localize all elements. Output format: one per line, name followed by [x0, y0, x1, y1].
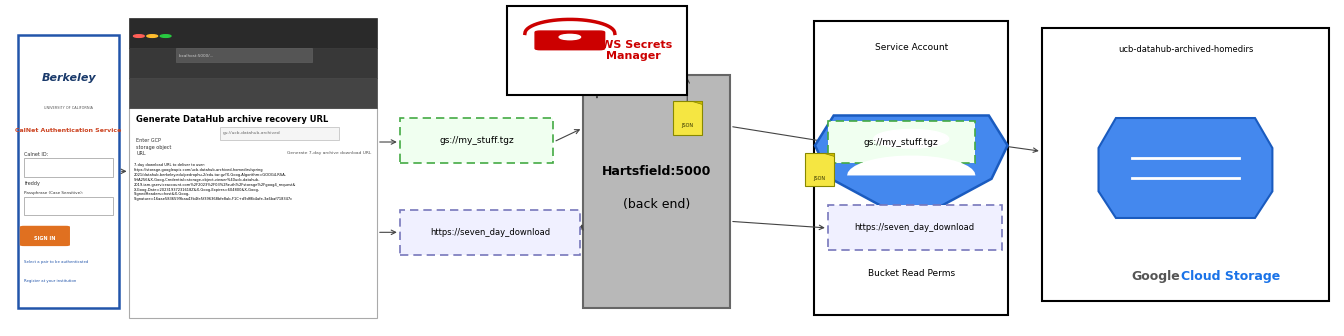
FancyBboxPatch shape	[535, 31, 605, 50]
Text: Hartsfield:5000: Hartsfield:5000	[602, 165, 711, 178]
Text: ucb-datahub-archived-homedirs: ucb-datahub-archived-homedirs	[1118, 45, 1253, 54]
Polygon shape	[1098, 118, 1273, 218]
Text: 7-day download URL to deliver to user:
https://storage.googleapis.com/ucb-datahu: 7-day download URL to deliver to user: h…	[133, 163, 296, 201]
Text: Calnet ID:: Calnet ID:	[24, 153, 48, 158]
Text: Bucket Read Perms: Bucket Read Perms	[868, 269, 954, 278]
Text: CalNet Authentication Service: CalNet Authentication Service	[15, 128, 122, 133]
Text: gs://my_stuff.tgz: gs://my_stuff.tgz	[864, 138, 938, 147]
FancyBboxPatch shape	[399, 118, 554, 163]
Text: JSON: JSON	[813, 176, 825, 181]
Circle shape	[160, 35, 171, 37]
Text: https://seven_day_download: https://seven_day_download	[855, 223, 974, 232]
Polygon shape	[847, 156, 976, 175]
Text: Select a pair to be authenticated: Select a pair to be authenticated	[24, 259, 89, 263]
Text: https://seven_day_download: https://seven_day_download	[430, 228, 550, 237]
Text: Passphrase (Case Sensitive):: Passphrase (Case Sensitive):	[24, 191, 83, 195]
Text: Google: Google	[1132, 270, 1180, 283]
FancyBboxPatch shape	[20, 226, 70, 246]
FancyBboxPatch shape	[672, 101, 702, 135]
Text: localhost:5000/...: localhost:5000/...	[179, 53, 214, 57]
FancyBboxPatch shape	[1042, 28, 1329, 301]
Text: UNIVERSITY OF CALIFORNIA: UNIVERSITY OF CALIFORNIA	[44, 107, 93, 111]
Text: gs://ucb-datahub-archived: gs://ucb-datahub-archived	[223, 131, 281, 135]
Text: Register at your institution: Register at your institution	[24, 279, 77, 283]
Polygon shape	[814, 116, 1008, 222]
Text: JSON: JSON	[681, 123, 694, 128]
Text: freddy: freddy	[26, 181, 42, 186]
FancyBboxPatch shape	[583, 75, 730, 308]
Polygon shape	[692, 101, 702, 104]
FancyBboxPatch shape	[19, 35, 118, 308]
FancyBboxPatch shape	[220, 127, 339, 140]
FancyBboxPatch shape	[814, 22, 1008, 314]
FancyBboxPatch shape	[24, 159, 113, 177]
FancyBboxPatch shape	[828, 205, 1001, 250]
Polygon shape	[824, 153, 835, 156]
Text: Generate DataHub archive recovery URL: Generate DataHub archive recovery URL	[136, 115, 328, 124]
Text: Generate 7-day archive download URL: Generate 7-day archive download URL	[288, 151, 371, 155]
FancyBboxPatch shape	[24, 197, 113, 215]
FancyBboxPatch shape	[129, 108, 376, 318]
FancyBboxPatch shape	[507, 6, 687, 95]
Circle shape	[874, 129, 949, 148]
Text: (back end): (back end)	[622, 198, 689, 211]
Text: Cloud Storage: Cloud Storage	[1181, 270, 1281, 283]
Text: Enter GCP
storage object
URL: Enter GCP storage object URL	[136, 138, 172, 156]
FancyBboxPatch shape	[129, 18, 376, 48]
Text: SIGN IN: SIGN IN	[34, 236, 55, 241]
Text: AWS Secrets
Manager: AWS Secrets Manager	[594, 40, 673, 61]
FancyBboxPatch shape	[399, 210, 581, 255]
FancyBboxPatch shape	[129, 78, 376, 108]
Text: Service Account: Service Account	[875, 43, 948, 52]
Circle shape	[559, 34, 581, 40]
FancyBboxPatch shape	[805, 153, 835, 186]
Circle shape	[133, 35, 144, 37]
Text: Berkeley: Berkeley	[42, 74, 95, 83]
FancyBboxPatch shape	[176, 48, 312, 61]
FancyBboxPatch shape	[129, 48, 376, 78]
FancyBboxPatch shape	[828, 121, 974, 163]
Circle shape	[146, 35, 157, 37]
Text: gs://my_stuff.tgz: gs://my_stuff.tgz	[439, 136, 513, 145]
